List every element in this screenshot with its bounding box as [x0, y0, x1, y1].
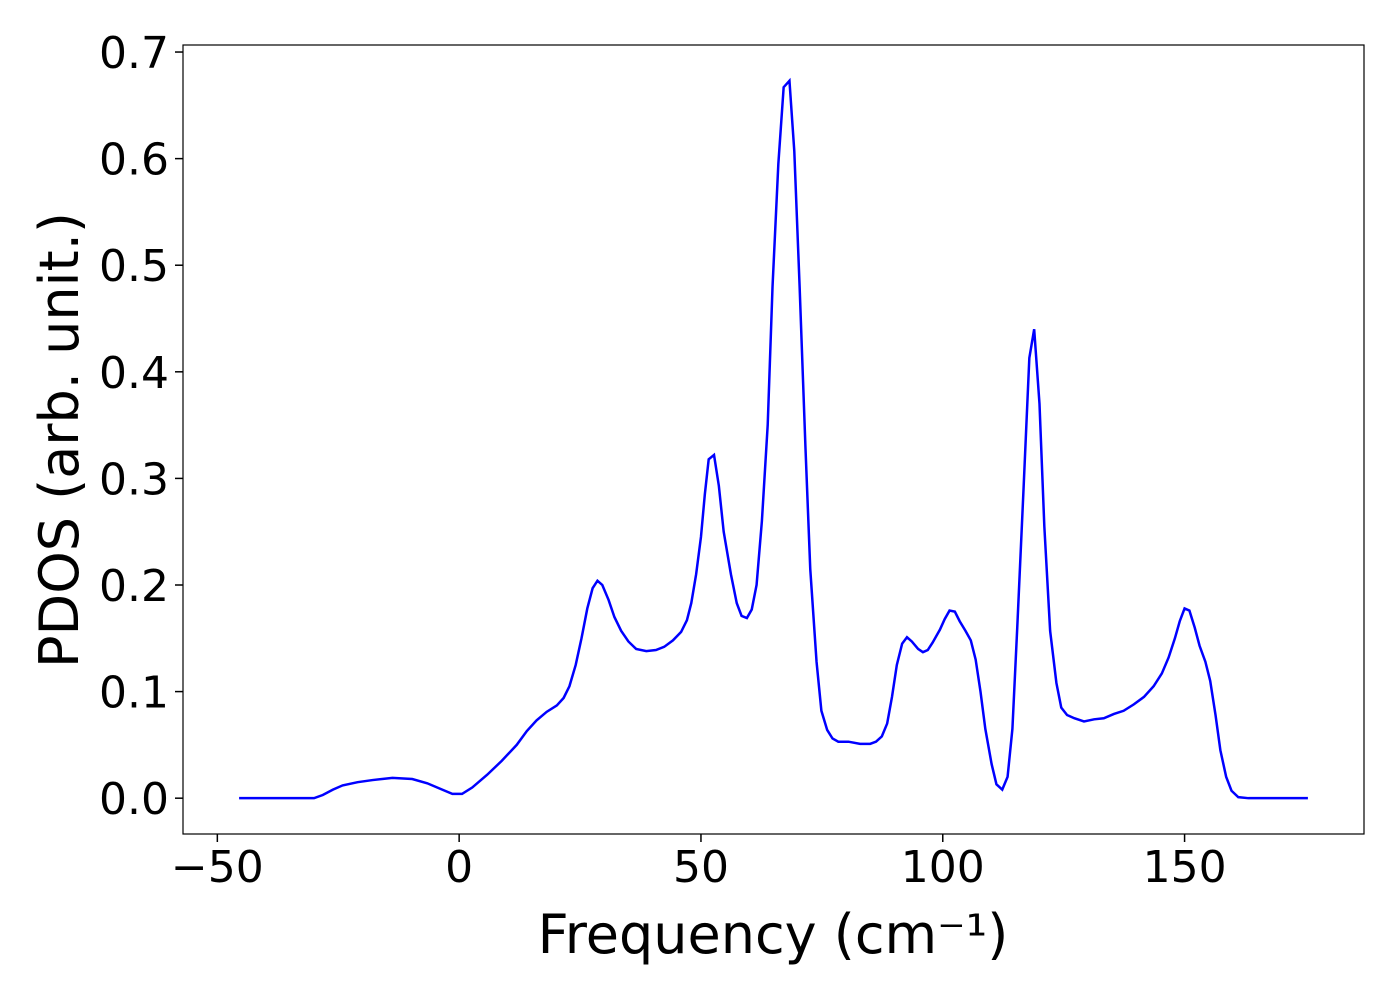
y-tick-label: 0.6 — [99, 135, 169, 186]
y-tick-label: 0.2 — [99, 561, 169, 612]
line — [239, 77, 1308, 800]
y-tick-label: 0.7 — [99, 28, 169, 79]
y-tick-label: 0.3 — [99, 454, 169, 505]
x-tick-label: 100 — [901, 842, 985, 893]
y-tick-label: 0.4 — [99, 348, 169, 399]
y-tick-label: 0.5 — [99, 241, 169, 292]
x-tick-label: −50 — [171, 842, 264, 893]
plot-frame — [182, 44, 1365, 835]
y-axis-label: PDOS (arb. unit.) — [28, 212, 91, 668]
x-tick-label: 0 — [445, 842, 473, 893]
y-tick-label: 0.0 — [99, 774, 169, 825]
x-tick-label: 50 — [673, 842, 729, 893]
x-tick-label: 150 — [1143, 842, 1227, 893]
y-tick-label: 0.1 — [99, 668, 169, 719]
x-axis-label: Frequency (cm⁻¹) — [538, 903, 1009, 966]
